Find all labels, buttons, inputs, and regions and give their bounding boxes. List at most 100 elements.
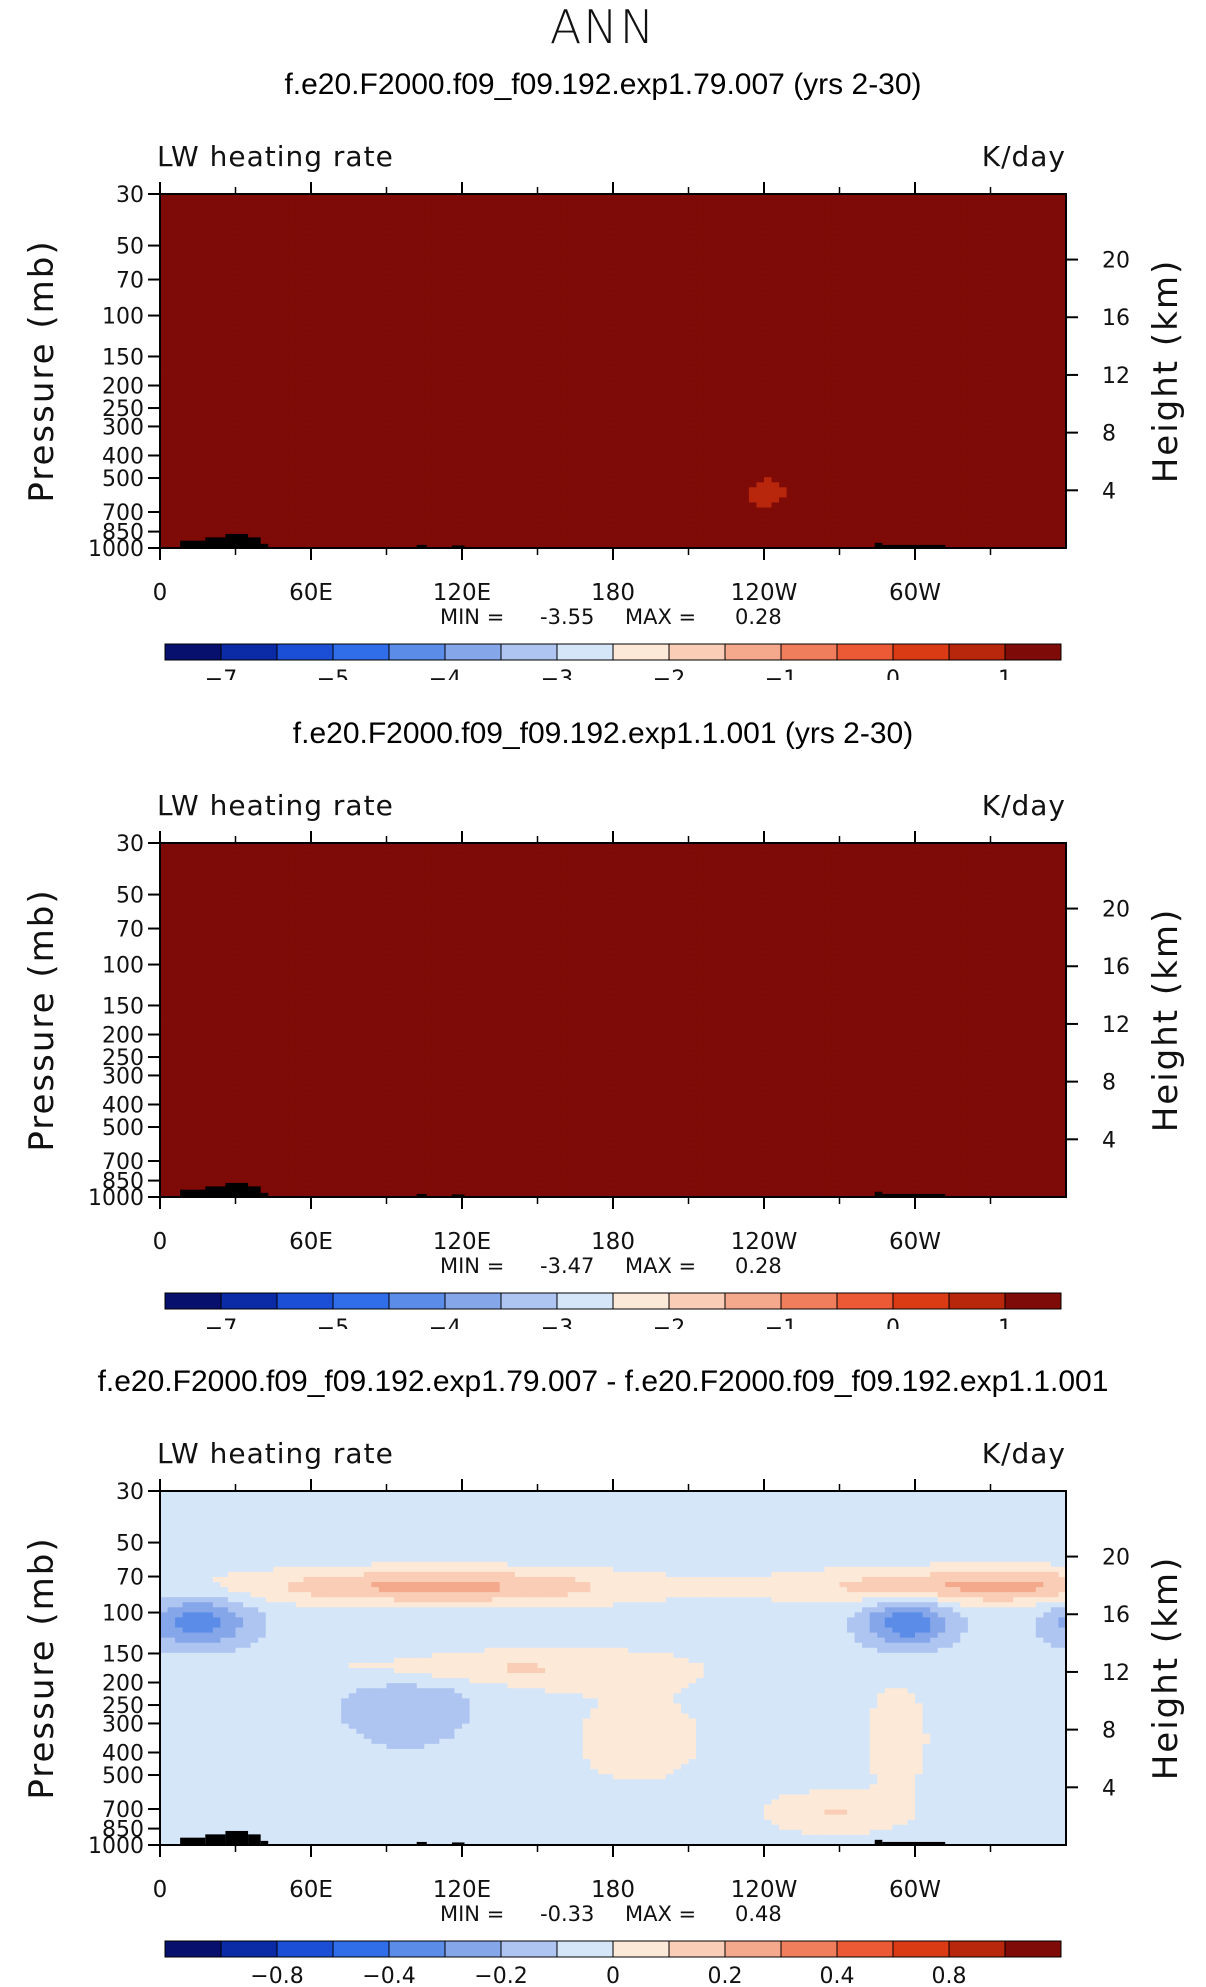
field-cell: [696, 264, 705, 271]
field-cell: [847, 224, 856, 230]
field-cell: [590, 209, 599, 215]
field-cell: [446, 386, 456, 392]
field-cell: [764, 330, 773, 337]
field-cell: [975, 365, 984, 372]
field-cell: [643, 365, 652, 372]
field-cell: [537, 295, 546, 301]
field-cell: [869, 269, 878, 276]
field-cell: [363, 264, 372, 271]
field-cell: [786, 285, 795, 291]
field-cell: [952, 360, 961, 367]
field-cell: [522, 229, 531, 236]
field-cell: [552, 376, 561, 382]
field-cell: [696, 386, 705, 392]
field-cell: [492, 350, 501, 357]
field-cell: [794, 199, 803, 205]
field-cell: [318, 234, 327, 241]
field-cell: [371, 209, 380, 215]
field-cell: [190, 401, 199, 407]
field-cell: [665, 209, 674, 215]
field-cell: [854, 279, 863, 286]
field-cell: [847, 219, 856, 225]
field-cell: [771, 239, 780, 246]
field-cell: [816, 209, 825, 215]
field-cell: [862, 199, 871, 205]
field-cell: [227, 204, 237, 210]
field-cell: [967, 264, 976, 271]
field-cell: [960, 259, 969, 266]
field-cell: [212, 310, 221, 316]
field-cell: [854, 244, 863, 251]
field-cell: [416, 199, 425, 205]
field-cell: [650, 239, 659, 246]
field-cell: [401, 285, 410, 291]
field-cell: [824, 305, 833, 311]
field-cell: [160, 239, 169, 246]
field-cell: [613, 285, 622, 291]
field-cell: [718, 290, 727, 296]
field-cell: [831, 244, 841, 251]
field-cell: [394, 229, 403, 236]
field-cell: [492, 204, 501, 210]
field-cell: [492, 376, 501, 382]
field-cell: [892, 290, 901, 296]
field-cell: [363, 391, 372, 397]
field-cell: [431, 199, 440, 205]
field-cell: [175, 350, 184, 357]
field-cell: [824, 234, 833, 241]
field-cell: [1020, 239, 1029, 246]
field-cell: [975, 264, 984, 271]
field-cell: [446, 254, 456, 261]
field-cell: [477, 345, 486, 352]
field-cell: [1043, 290, 1052, 296]
field-cell: [824, 269, 833, 276]
field-cell: [771, 269, 780, 276]
field-cell: [816, 264, 825, 271]
field-cell: [356, 274, 365, 281]
field-cell: [212, 219, 221, 225]
field-cell: [227, 350, 237, 357]
field-cell: [454, 371, 463, 377]
field-cell: [937, 310, 946, 316]
field-cell: [854, 355, 863, 362]
field-cell: [779, 325, 788, 332]
field-cell: [492, 305, 501, 311]
field-cell: [318, 315, 327, 322]
field-cell: [537, 345, 546, 352]
field-cell: [454, 274, 463, 281]
field-cell: [680, 295, 690, 301]
field-cell: [1020, 305, 1029, 311]
field-cell: [1020, 259, 1029, 266]
field-cell: [1050, 350, 1060, 357]
field-cell: [764, 239, 773, 246]
field-cell: [582, 244, 591, 251]
field-cell: [748, 259, 758, 266]
field-cell: [424, 401, 433, 407]
field-cell: [605, 345, 614, 352]
field-cell: [295, 204, 305, 210]
field-cell: [869, 315, 878, 322]
field-cell: [348, 214, 357, 220]
field-cell: [794, 244, 803, 251]
field-cell: [469, 290, 478, 296]
field-cell: [356, 290, 365, 296]
field-cell: [680, 300, 690, 306]
field-cell: [831, 305, 841, 311]
field-cell: [318, 264, 327, 271]
field-cell: [258, 219, 267, 225]
field-cell: [575, 371, 584, 377]
field-cell: [1028, 219, 1037, 225]
field-cell: [160, 249, 169, 256]
field-cell: [1050, 204, 1060, 210]
field-cell: [628, 330, 637, 337]
field-cell: [809, 295, 818, 301]
field-cell: [688, 254, 697, 261]
field-cell: [628, 371, 637, 377]
field-cell: [477, 305, 486, 311]
field-cell: [831, 274, 841, 281]
field-cell: [273, 244, 282, 251]
field-cell: [386, 305, 395, 311]
field-cell: [824, 279, 833, 286]
field-cell: [816, 234, 825, 241]
field-cell: [839, 229, 848, 236]
